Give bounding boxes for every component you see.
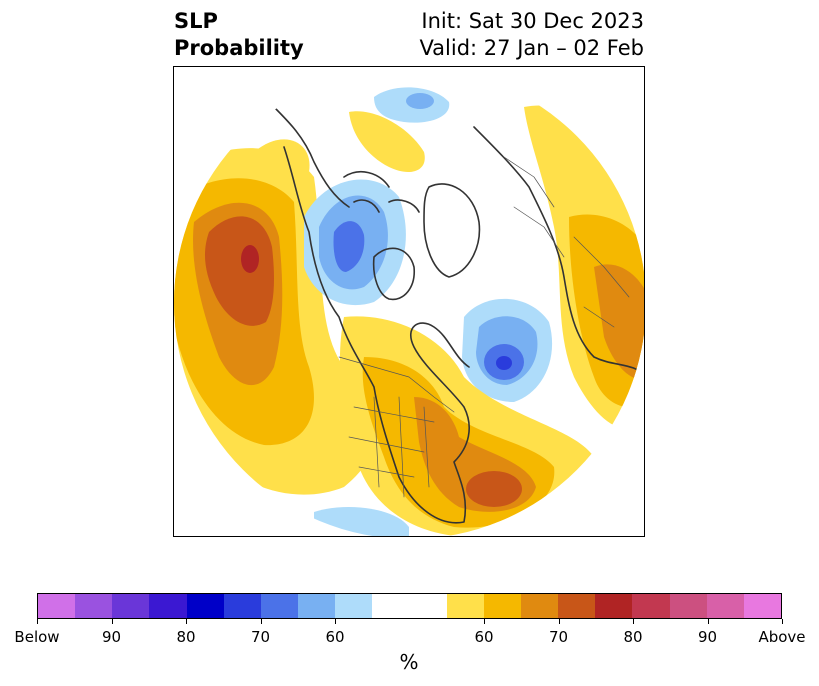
colorbar-above-segment	[706, 594, 744, 618]
colorbar-tick-label: 70	[548, 628, 569, 646]
colorbar-below-segment	[260, 594, 299, 618]
useast-above75	[466, 471, 522, 507]
colorbar-above-segment	[632, 594, 670, 618]
colorbar-below-segment	[335, 594, 373, 618]
coast-hudson-bay	[372, 247, 415, 301]
border-us-canada	[338, 356, 455, 413]
coast-greenland	[423, 183, 481, 278]
date-info: Init: Sat 30 Dec 2023 Valid: 27 Jan – 02…	[419, 8, 644, 62]
valid-date: Valid: 27 Jan – 02 Feb	[419, 36, 644, 60]
pacific-above75	[204, 216, 274, 326]
border-eurasia	[503, 156, 630, 328]
colorbar-above-segment	[595, 594, 633, 618]
colorbar-tick-mark	[633, 619, 634, 624]
map-title: SLP Probability	[174, 8, 304, 62]
colorbar-below-segment	[75, 594, 113, 618]
colorbar-unit: %	[399, 650, 419, 674]
coast-alaska	[273, 106, 350, 208]
colorbar-tick-label: 80	[623, 628, 643, 646]
coast-arctic-islands	[343, 171, 420, 213]
title-line-2: Probability	[174, 36, 304, 60]
colorbar-tick-mark	[260, 619, 262, 624]
colorbar	[37, 593, 782, 619]
coast-north-america	[283, 146, 470, 524]
colorbar-neutral-segment	[372, 594, 447, 618]
pacific-above80	[241, 245, 259, 273]
colorbar-above-segment	[483, 594, 522, 618]
map-panel	[173, 66, 645, 537]
colorbar-above-segment	[521, 594, 559, 618]
colorbar-tick-label: Above	[758, 628, 806, 646]
eurasia-above70	[594, 264, 644, 380]
colorbar-tick-mark	[707, 619, 709, 624]
colorbar-tick-mark	[558, 619, 560, 624]
polar-map	[174, 87, 644, 536]
coast-eurasia	[473, 126, 644, 378]
border-us-states	[348, 396, 435, 498]
colorbar-tick-mark	[186, 619, 187, 624]
alaska-above60	[254, 139, 310, 186]
colorbar-tick-mark	[111, 619, 113, 624]
title-line-1: SLP	[174, 9, 218, 33]
colorbar-tick-label: 60	[474, 628, 494, 646]
colorbar-below-segment	[149, 594, 187, 618]
arctic-above60	[349, 111, 425, 172]
colorbar-above-segment	[558, 594, 596, 618]
colorbar-tick-label: 60	[325, 628, 345, 646]
colorbar-tick-label: 90	[101, 628, 122, 646]
colorbar-below-segment	[298, 594, 336, 618]
colorbar-above-segment	[669, 594, 707, 618]
colorbar-below-segment	[38, 594, 76, 618]
colorbar-above-segment	[743, 594, 782, 618]
colorbar-tick-label: Below	[14, 628, 60, 646]
colorbar-tick-mark	[484, 619, 485, 624]
colorbar-tick-mark	[37, 619, 38, 624]
colorbar-above-segment	[446, 594, 484, 618]
colorbar-below-segment	[223, 594, 261, 618]
colorbar-tick-label: 90	[697, 628, 718, 646]
colorbar-tick-mark	[335, 619, 336, 624]
init-date: Init: Sat 30 Dec 2023	[421, 9, 644, 33]
colorbar-below-segment	[112, 594, 150, 618]
siberia-below65	[406, 93, 434, 109]
colorbar-tick-label: 80	[176, 628, 196, 646]
colorbar-tick-label: 70	[250, 628, 271, 646]
canada-below70	[333, 221, 365, 272]
colorbar-tick-mark	[782, 619, 783, 624]
atlantic-below75	[496, 356, 512, 370]
colorbar-below-segment	[186, 594, 224, 618]
arctic-neutral	[405, 158, 497, 293]
